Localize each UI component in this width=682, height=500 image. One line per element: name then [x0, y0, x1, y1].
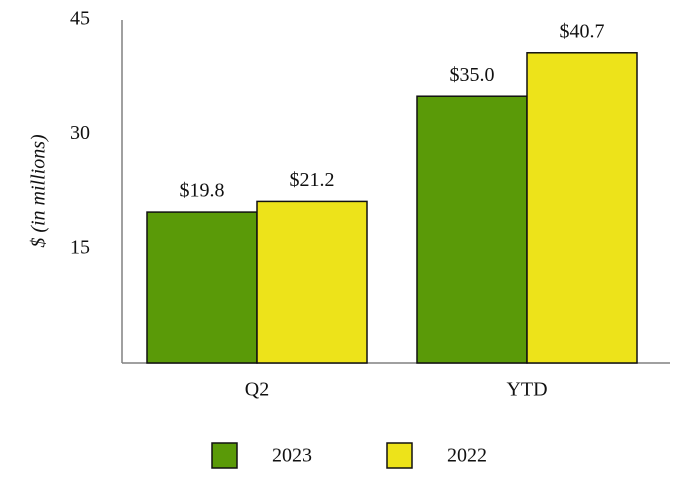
legend-label: 2022: [447, 445, 487, 467]
legend-label: 2023: [272, 445, 312, 467]
value-label: $21.2: [290, 169, 335, 191]
legend-swatch: [386, 442, 413, 469]
value-label: $35.0: [450, 64, 495, 86]
x-tick-label: Q2: [245, 379, 269, 401]
y-tick-label: 15: [70, 236, 90, 258]
y-tick-label: 45: [70, 8, 90, 30]
x-tick-label: YTD: [506, 379, 547, 401]
value-label: $40.7: [560, 20, 605, 42]
legend-swatch: [211, 442, 238, 469]
bar: [416, 95, 528, 364]
bar: [146, 211, 258, 364]
y-tick-label: 30: [70, 122, 90, 144]
y-axis-label: $ (in millions): [28, 134, 50, 248]
value-label: $19.8: [180, 180, 225, 202]
bar: [256, 200, 368, 364]
bar: [526, 52, 638, 364]
